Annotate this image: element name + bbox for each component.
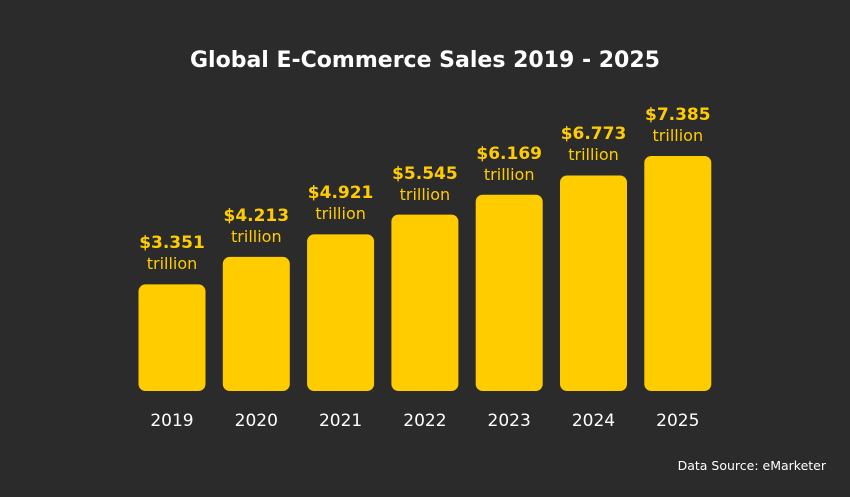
unit-label-2020: trillion bbox=[231, 226, 282, 246]
unit-label-2019: trillion bbox=[146, 254, 198, 274]
bar-2019 bbox=[138, 284, 206, 391]
unit-label-2025: trillion bbox=[652, 126, 704, 145]
value-label-2024: $6.773 bbox=[560, 124, 627, 145]
bar-2025 bbox=[644, 156, 712, 391]
bar-2023 bbox=[475, 194, 543, 391]
bar-2024 bbox=[560, 175, 627, 391]
value-label-2019: $3.351 bbox=[139, 233, 205, 254]
data-source-note: Data Source: eMarketer bbox=[677, 458, 826, 473]
unit-label-2022: trillion bbox=[399, 184, 451, 204]
unit-label-2021: trillion bbox=[315, 204, 366, 224]
value-label-2022: $5.545 bbox=[392, 163, 458, 184]
unit-label-2024: trillion bbox=[568, 145, 619, 165]
unit-label-2023: trillion bbox=[483, 164, 535, 184]
value-label-2023: $6.169 bbox=[476, 143, 542, 164]
value-label-2021: $4.921 bbox=[307, 183, 374, 204]
value-label-2020: $4.213 bbox=[223, 205, 290, 226]
chart-title: Global E-Commerce Sales 2019 - 2025 bbox=[190, 48, 660, 73]
x-tick-label-2019: 2019 bbox=[150, 411, 194, 431]
x-tick-label-2024: 2024 bbox=[571, 411, 616, 431]
bar-2020 bbox=[222, 256, 290, 391]
x-tick-label-2020: 2020 bbox=[234, 411, 278, 431]
value-label-2025: $7.385 bbox=[644, 105, 711, 125]
bar-2022 bbox=[391, 214, 459, 391]
bar-2021 bbox=[307, 234, 375, 391]
x-tick-label-2025: 2025 bbox=[656, 411, 700, 431]
x-tick-label-2021: 2021 bbox=[318, 411, 363, 431]
x-tick-label-2023: 2023 bbox=[487, 411, 531, 431]
x-tick-label-2022: 2022 bbox=[403, 411, 447, 431]
